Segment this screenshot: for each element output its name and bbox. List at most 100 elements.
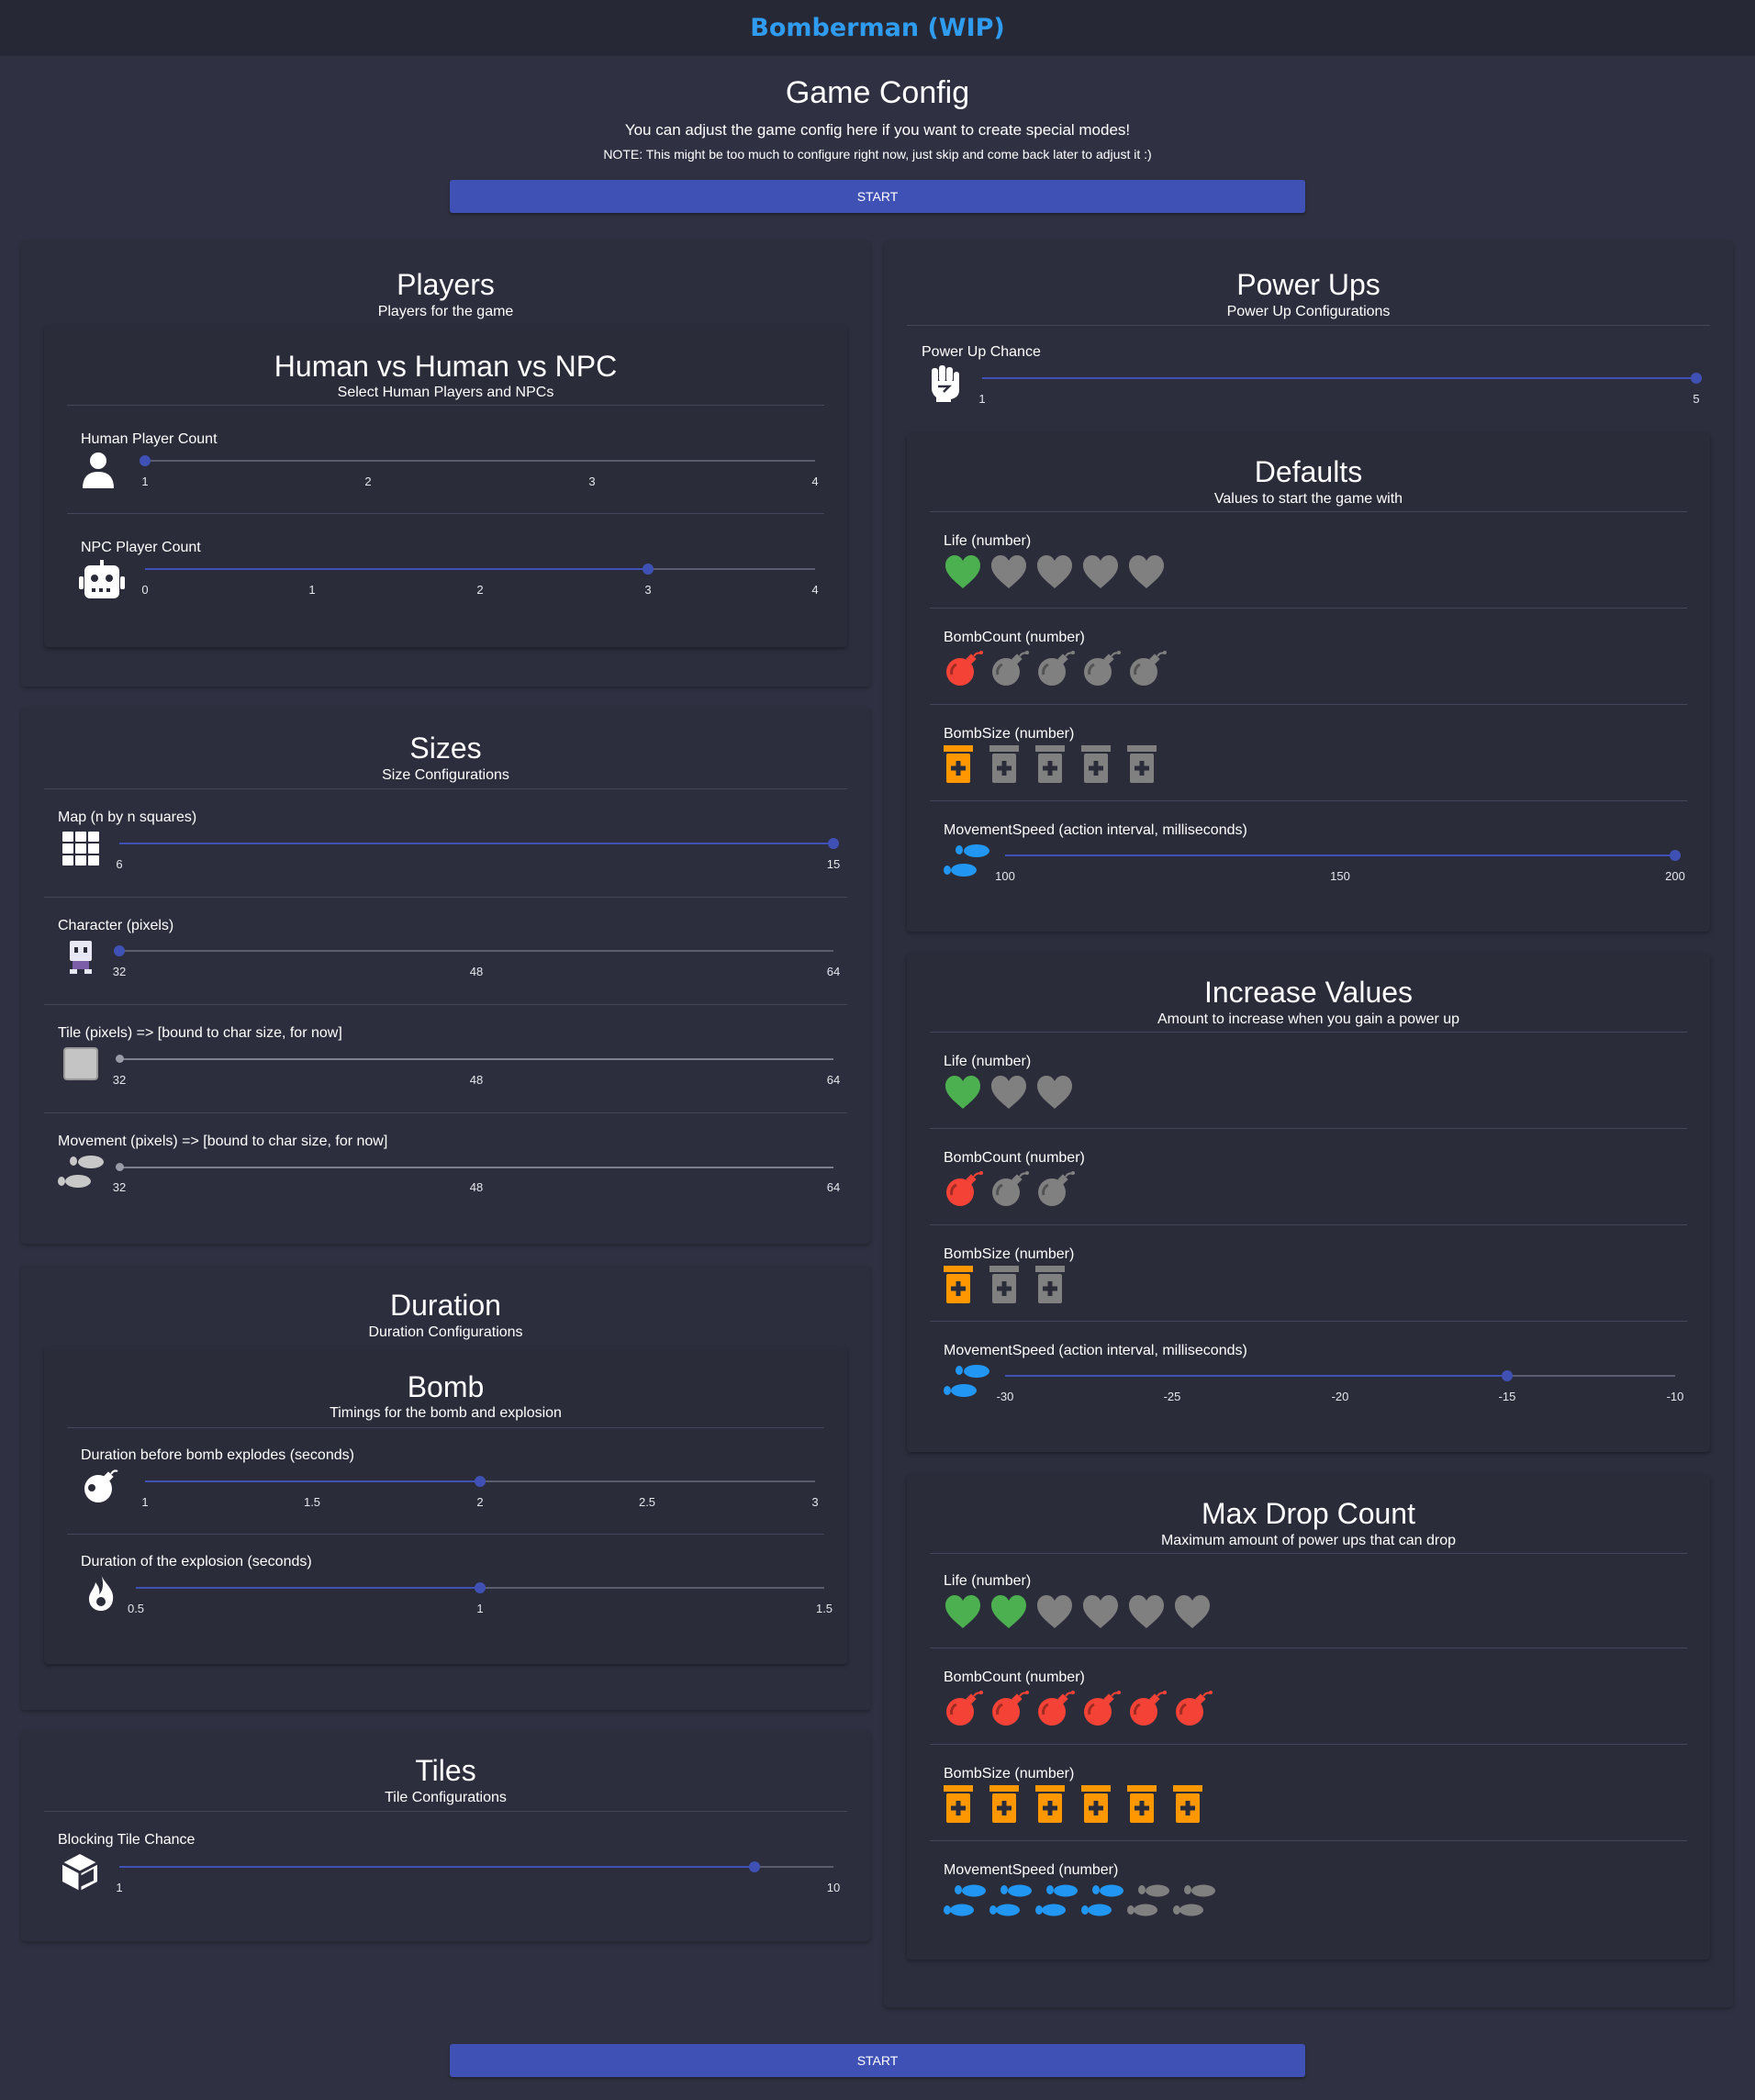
map-size-slider[interactable] xyxy=(119,843,833,844)
explode-delay-thumb[interactable] xyxy=(475,1476,486,1487)
heart-icon[interactable] xyxy=(944,1593,989,1630)
heart-icon[interactable] xyxy=(1035,1593,1081,1630)
heart-icon[interactable] xyxy=(1035,1074,1081,1111)
tile-size-thumb[interactable] xyxy=(116,1055,124,1063)
footsteps-icon[interactable] xyxy=(1081,1882,1127,1919)
divider xyxy=(907,325,1710,326)
footsteps-icon[interactable] xyxy=(1035,1882,1081,1919)
bomb-icon[interactable] xyxy=(1035,1170,1081,1207)
heart-icon[interactable] xyxy=(989,1593,1035,1630)
increase-card: Increase Values Amount to increase when … xyxy=(907,954,1710,1452)
heart-icon[interactable] xyxy=(1127,1593,1173,1630)
bomb-icon[interactable] xyxy=(1127,650,1173,687)
footsteps-icon[interactable] xyxy=(1127,1882,1173,1919)
cube-icon xyxy=(60,1852,100,1897)
blocking-chance-thumb[interactable] xyxy=(749,1861,760,1872)
maxdrop-speed-rating[interactable] xyxy=(944,1882,1219,1919)
bomb-icon[interactable] xyxy=(989,650,1035,687)
bomb-icon[interactable] xyxy=(989,1170,1035,1207)
footsteps-icon[interactable] xyxy=(989,1882,1035,1919)
bomb-size-icon[interactable] xyxy=(1035,745,1081,783)
npc-count-thumb[interactable] xyxy=(643,564,654,575)
divider xyxy=(67,405,824,406)
footsteps-icon xyxy=(58,1153,106,1198)
defaults-life-rating[interactable] xyxy=(944,553,1173,590)
bomb-size-icon[interactable] xyxy=(1127,745,1173,783)
heart-icon[interactable] xyxy=(989,1074,1035,1111)
footsteps-icon[interactable] xyxy=(1173,1882,1219,1919)
powerups-card: Power Ups Power Up Configurations Power … xyxy=(884,240,1733,2007)
human-count-slider[interactable] xyxy=(145,460,815,462)
movement-size-thumb[interactable] xyxy=(116,1163,124,1171)
movement-size-label: Movement (pixels) => [bound to char size… xyxy=(58,1134,388,1149)
heart-icon[interactable] xyxy=(1035,553,1081,590)
start-button-bottom[interactable]: START xyxy=(450,2044,1305,2077)
start-button-top[interactable]: START xyxy=(450,180,1305,213)
powerup-chance-label: Power Up Chance xyxy=(922,344,1041,360)
bomb-icon[interactable] xyxy=(1035,650,1081,687)
explosion-duration-slider[interactable] xyxy=(136,1587,480,1589)
explode-delay-slider[interactable] xyxy=(145,1480,480,1482)
bomb-size-icon[interactable] xyxy=(944,745,989,783)
heart-icon[interactable] xyxy=(944,553,989,590)
powerup-chance-thumb[interactable] xyxy=(1691,373,1702,384)
increase-bombsize-rating[interactable] xyxy=(944,1266,1081,1303)
mode-card: Human vs Human vs NPC Select Human Playe… xyxy=(44,326,847,647)
map-size-thumb[interactable] xyxy=(828,838,839,849)
heart-icon[interactable] xyxy=(944,1074,989,1111)
explosion-duration-thumb[interactable] xyxy=(475,1582,486,1593)
movement-size-slider[interactable] xyxy=(119,1167,833,1168)
maxdrop-bombcount-rating[interactable] xyxy=(944,1690,1219,1726)
bomb-size-icon[interactable] xyxy=(1081,745,1127,783)
bomb-size-icon[interactable] xyxy=(989,1785,1035,1823)
human-count-thumb[interactable] xyxy=(140,455,151,466)
tick-label: 64 xyxy=(826,1180,841,1194)
divider xyxy=(67,513,824,514)
bomb-size-icon[interactable] xyxy=(944,1266,989,1303)
bomb-size-icon[interactable] xyxy=(1127,1785,1173,1823)
defaults-speed-thumb[interactable] xyxy=(1670,850,1681,861)
heart-icon[interactable] xyxy=(1081,553,1127,590)
bomb-size-icon[interactable] xyxy=(1081,1785,1127,1823)
fist-icon xyxy=(929,364,960,408)
defaults-bombcount-rating[interactable] xyxy=(944,650,1173,687)
heart-icon[interactable] xyxy=(989,553,1035,590)
bomb-icon[interactable] xyxy=(944,650,989,687)
bomb-icon[interactable] xyxy=(944,1690,989,1726)
maxdrop-life-rating[interactable] xyxy=(944,1593,1219,1630)
increase-bombcount-rating[interactable] xyxy=(944,1170,1081,1207)
bomb-size-icon[interactable] xyxy=(1035,1266,1081,1303)
bomb-size-icon[interactable] xyxy=(989,745,1035,783)
bomb-size-icon[interactable] xyxy=(1173,1785,1219,1823)
maxdrop-bombsize-rating[interactable] xyxy=(944,1785,1219,1823)
bomb-icon[interactable] xyxy=(1081,1690,1127,1726)
defaults-speed-slider[interactable] xyxy=(1005,855,1675,856)
increase-life-rating[interactable] xyxy=(944,1074,1081,1111)
bomb-size-icon[interactable] xyxy=(944,1785,989,1823)
tile-size-slider[interactable] xyxy=(119,1058,833,1060)
bomb-size-icon[interactable] xyxy=(1035,1785,1081,1823)
bomb-size-icon[interactable] xyxy=(989,1266,1035,1303)
npc-count-slider[interactable] xyxy=(145,568,648,570)
bomb-icon[interactable] xyxy=(1081,650,1127,687)
divider xyxy=(930,1128,1687,1129)
increase-speed-slider[interactable] xyxy=(1005,1375,1507,1377)
powerup-chance-slider[interactable] xyxy=(982,377,1696,379)
heart-icon[interactable] xyxy=(1173,1593,1219,1630)
bomb-icon[interactable] xyxy=(1035,1690,1081,1726)
character-size-thumb[interactable] xyxy=(114,945,125,956)
bomb-icon[interactable] xyxy=(1173,1690,1219,1726)
footsteps-icon[interactable] xyxy=(944,1882,989,1919)
bomb-icon[interactable] xyxy=(1127,1690,1173,1726)
robot-icon xyxy=(79,560,125,605)
defaults-bombsize-rating[interactable] xyxy=(944,745,1173,783)
app-title: Bomberman (WIP) xyxy=(750,14,1005,42)
bomb-icon[interactable] xyxy=(989,1690,1035,1726)
blocking-chance-slider[interactable] xyxy=(119,1866,755,1868)
heart-icon[interactable] xyxy=(1081,1593,1127,1630)
bomb-icon[interactable] xyxy=(944,1170,989,1207)
tile-size-label: Tile (pixels) => [bound to char size, fo… xyxy=(58,1025,342,1041)
character-size-slider[interactable] xyxy=(119,950,833,952)
increase-speed-thumb[interactable] xyxy=(1502,1370,1513,1381)
heart-icon[interactable] xyxy=(1127,553,1173,590)
